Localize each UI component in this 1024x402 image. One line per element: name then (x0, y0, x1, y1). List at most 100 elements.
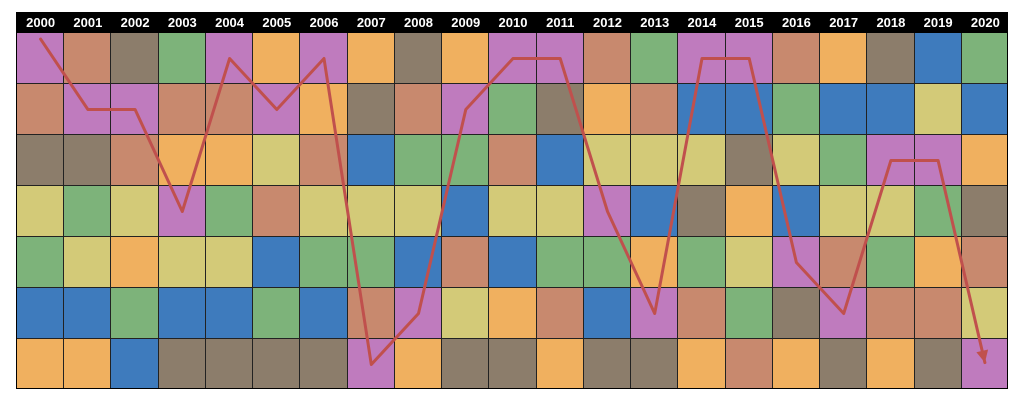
grid-cell (914, 339, 962, 388)
grid-cell (867, 237, 915, 288)
grid-cell (536, 135, 584, 186)
highlight-trend-line-overlay (39, 37, 989, 366)
grid-cell (111, 186, 159, 237)
grid-cell (442, 186, 490, 237)
grid-cell (536, 237, 584, 288)
grid-cell (772, 288, 821, 339)
grid-cell (536, 288, 584, 339)
year-label-2012: 2012 (593, 15, 622, 30)
grid-cell (111, 288, 159, 339)
grid-cell (205, 186, 254, 237)
grid-cell (820, 339, 868, 388)
year-label-2000: 2000 (26, 15, 56, 30)
grid-cell (536, 339, 584, 388)
year-label-2006: 2006 (309, 15, 339, 30)
grid-cell (111, 237, 159, 288)
grid-cell (772, 135, 821, 186)
grid-cell (158, 339, 206, 388)
grid-cell (158, 84, 206, 135)
grid-cell (17, 237, 65, 288)
grid-cell (158, 288, 206, 339)
grid-cell (961, 186, 1007, 237)
grid-cell (914, 84, 962, 135)
grid-cell (300, 288, 348, 339)
grid-cell (583, 84, 632, 135)
grid-cell (64, 237, 112, 288)
grid-cell (253, 33, 301, 84)
year-header-row: 2000 2001 2002 2003 2004 2005 2006 2007 2008 2009… (17, 13, 1007, 33)
grid-cell (678, 84, 726, 135)
grid-cell (867, 33, 915, 84)
grid-cell (394, 186, 443, 237)
grid-cell (111, 339, 159, 388)
grid-cell (442, 288, 490, 339)
grid-cell (772, 84, 821, 135)
grid-cell (253, 237, 301, 288)
grid-cell (394, 135, 443, 186)
grid-cell (17, 186, 65, 237)
grid-cell (631, 33, 679, 84)
year-label-2018: 2018 (876, 15, 906, 30)
year-label-2003: 2003 (167, 15, 197, 30)
grid-cell (725, 339, 773, 388)
grid-cell (489, 237, 537, 288)
grid-cell (867, 84, 915, 135)
grid-cell (583, 33, 632, 84)
grid-cell (867, 186, 915, 237)
grid-cell (64, 339, 112, 388)
grid-cell (820, 84, 868, 135)
grid-cell (253, 186, 301, 237)
year-label-2004: 2004 (215, 15, 245, 30)
year-label-2001: 2001 (73, 15, 103, 30)
grid-cell (17, 135, 65, 186)
grid-cell (111, 33, 159, 84)
year-label-2019: 2019 (923, 15, 953, 30)
grid-cell (442, 237, 490, 288)
grid-cell (394, 339, 443, 388)
year-label-2002: 2002 (120, 15, 150, 30)
grid-cell (347, 33, 395, 84)
grid-cell (442, 339, 490, 388)
grid-cell (772, 33, 821, 84)
grid-cell (489, 84, 537, 135)
year-label-2010: 2010 (498, 15, 528, 30)
grid-cell (820, 135, 868, 186)
grid-cell (300, 84, 348, 135)
grid-cell (725, 186, 773, 237)
grid-cell (300, 339, 348, 388)
grid-cell (64, 288, 112, 339)
grid-cell (442, 33, 490, 84)
grid-cell (489, 135, 537, 186)
year-label-2015: 2015 (734, 15, 764, 30)
grid-cell (631, 84, 679, 135)
grid-cell (300, 237, 348, 288)
grid-cell (914, 33, 962, 84)
trend-arrowhead (976, 349, 989, 363)
year-label-2009: 2009 (451, 15, 481, 30)
grid-cell (64, 186, 112, 237)
grid-cell (867, 288, 915, 339)
grid-cell (914, 288, 962, 339)
grid-cell (489, 186, 537, 237)
grid-cell (489, 339, 537, 388)
grid-cell (820, 33, 868, 84)
grid-cell (205, 339, 254, 388)
grid-cell (536, 186, 584, 237)
grid-cell (64, 33, 112, 84)
grid-cell (961, 84, 1007, 135)
grid-cell (961, 135, 1007, 186)
grid-cell (205, 237, 254, 288)
grid-cell (442, 135, 490, 186)
grid-cell (867, 339, 915, 388)
grid-cell (205, 288, 254, 339)
grid-cell (347, 135, 395, 186)
grid-cell (678, 339, 726, 388)
grid-cell (394, 33, 443, 84)
grid-cell (725, 288, 773, 339)
year-label-2005: 2005 (262, 15, 292, 30)
grid-cell (820, 186, 868, 237)
year-label-2017: 2017 (829, 15, 859, 30)
grid-cell (17, 288, 65, 339)
grid-cell (961, 33, 1007, 84)
grid-cell (158, 33, 206, 84)
